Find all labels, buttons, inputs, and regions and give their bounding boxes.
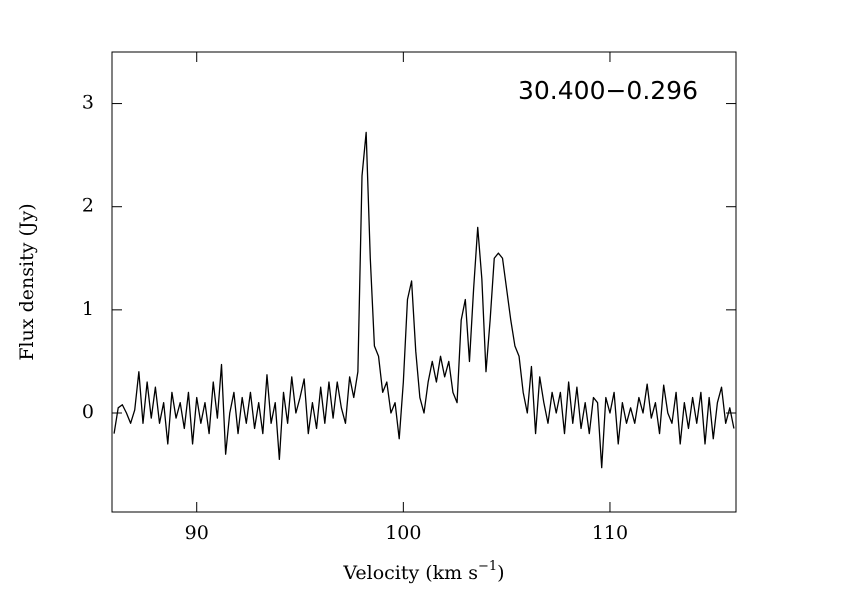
x-tick-label: 100: [385, 522, 421, 544]
y-axis-label: Flux density (Jy): [16, 203, 38, 360]
x-label-main: Velocity (km s: [342, 562, 478, 584]
spectrum-line: [113, 131, 735, 469]
plot-frame: [111, 51, 737, 513]
annotation: 30.400−0.296: [518, 76, 698, 105]
y-tick-label: 0: [82, 401, 94, 423]
x-tick-label: 110: [592, 522, 628, 544]
y-tick-label: 2: [82, 195, 94, 217]
x-tick-label: 90: [185, 522, 209, 544]
y-tick-label: 1: [82, 298, 94, 320]
x-axis-label: Velocity (km s−1): [342, 559, 504, 585]
y-tick-label: 3: [82, 92, 94, 114]
x-label-sup: −1: [478, 559, 497, 574]
x-label-end: ): [497, 562, 504, 584]
